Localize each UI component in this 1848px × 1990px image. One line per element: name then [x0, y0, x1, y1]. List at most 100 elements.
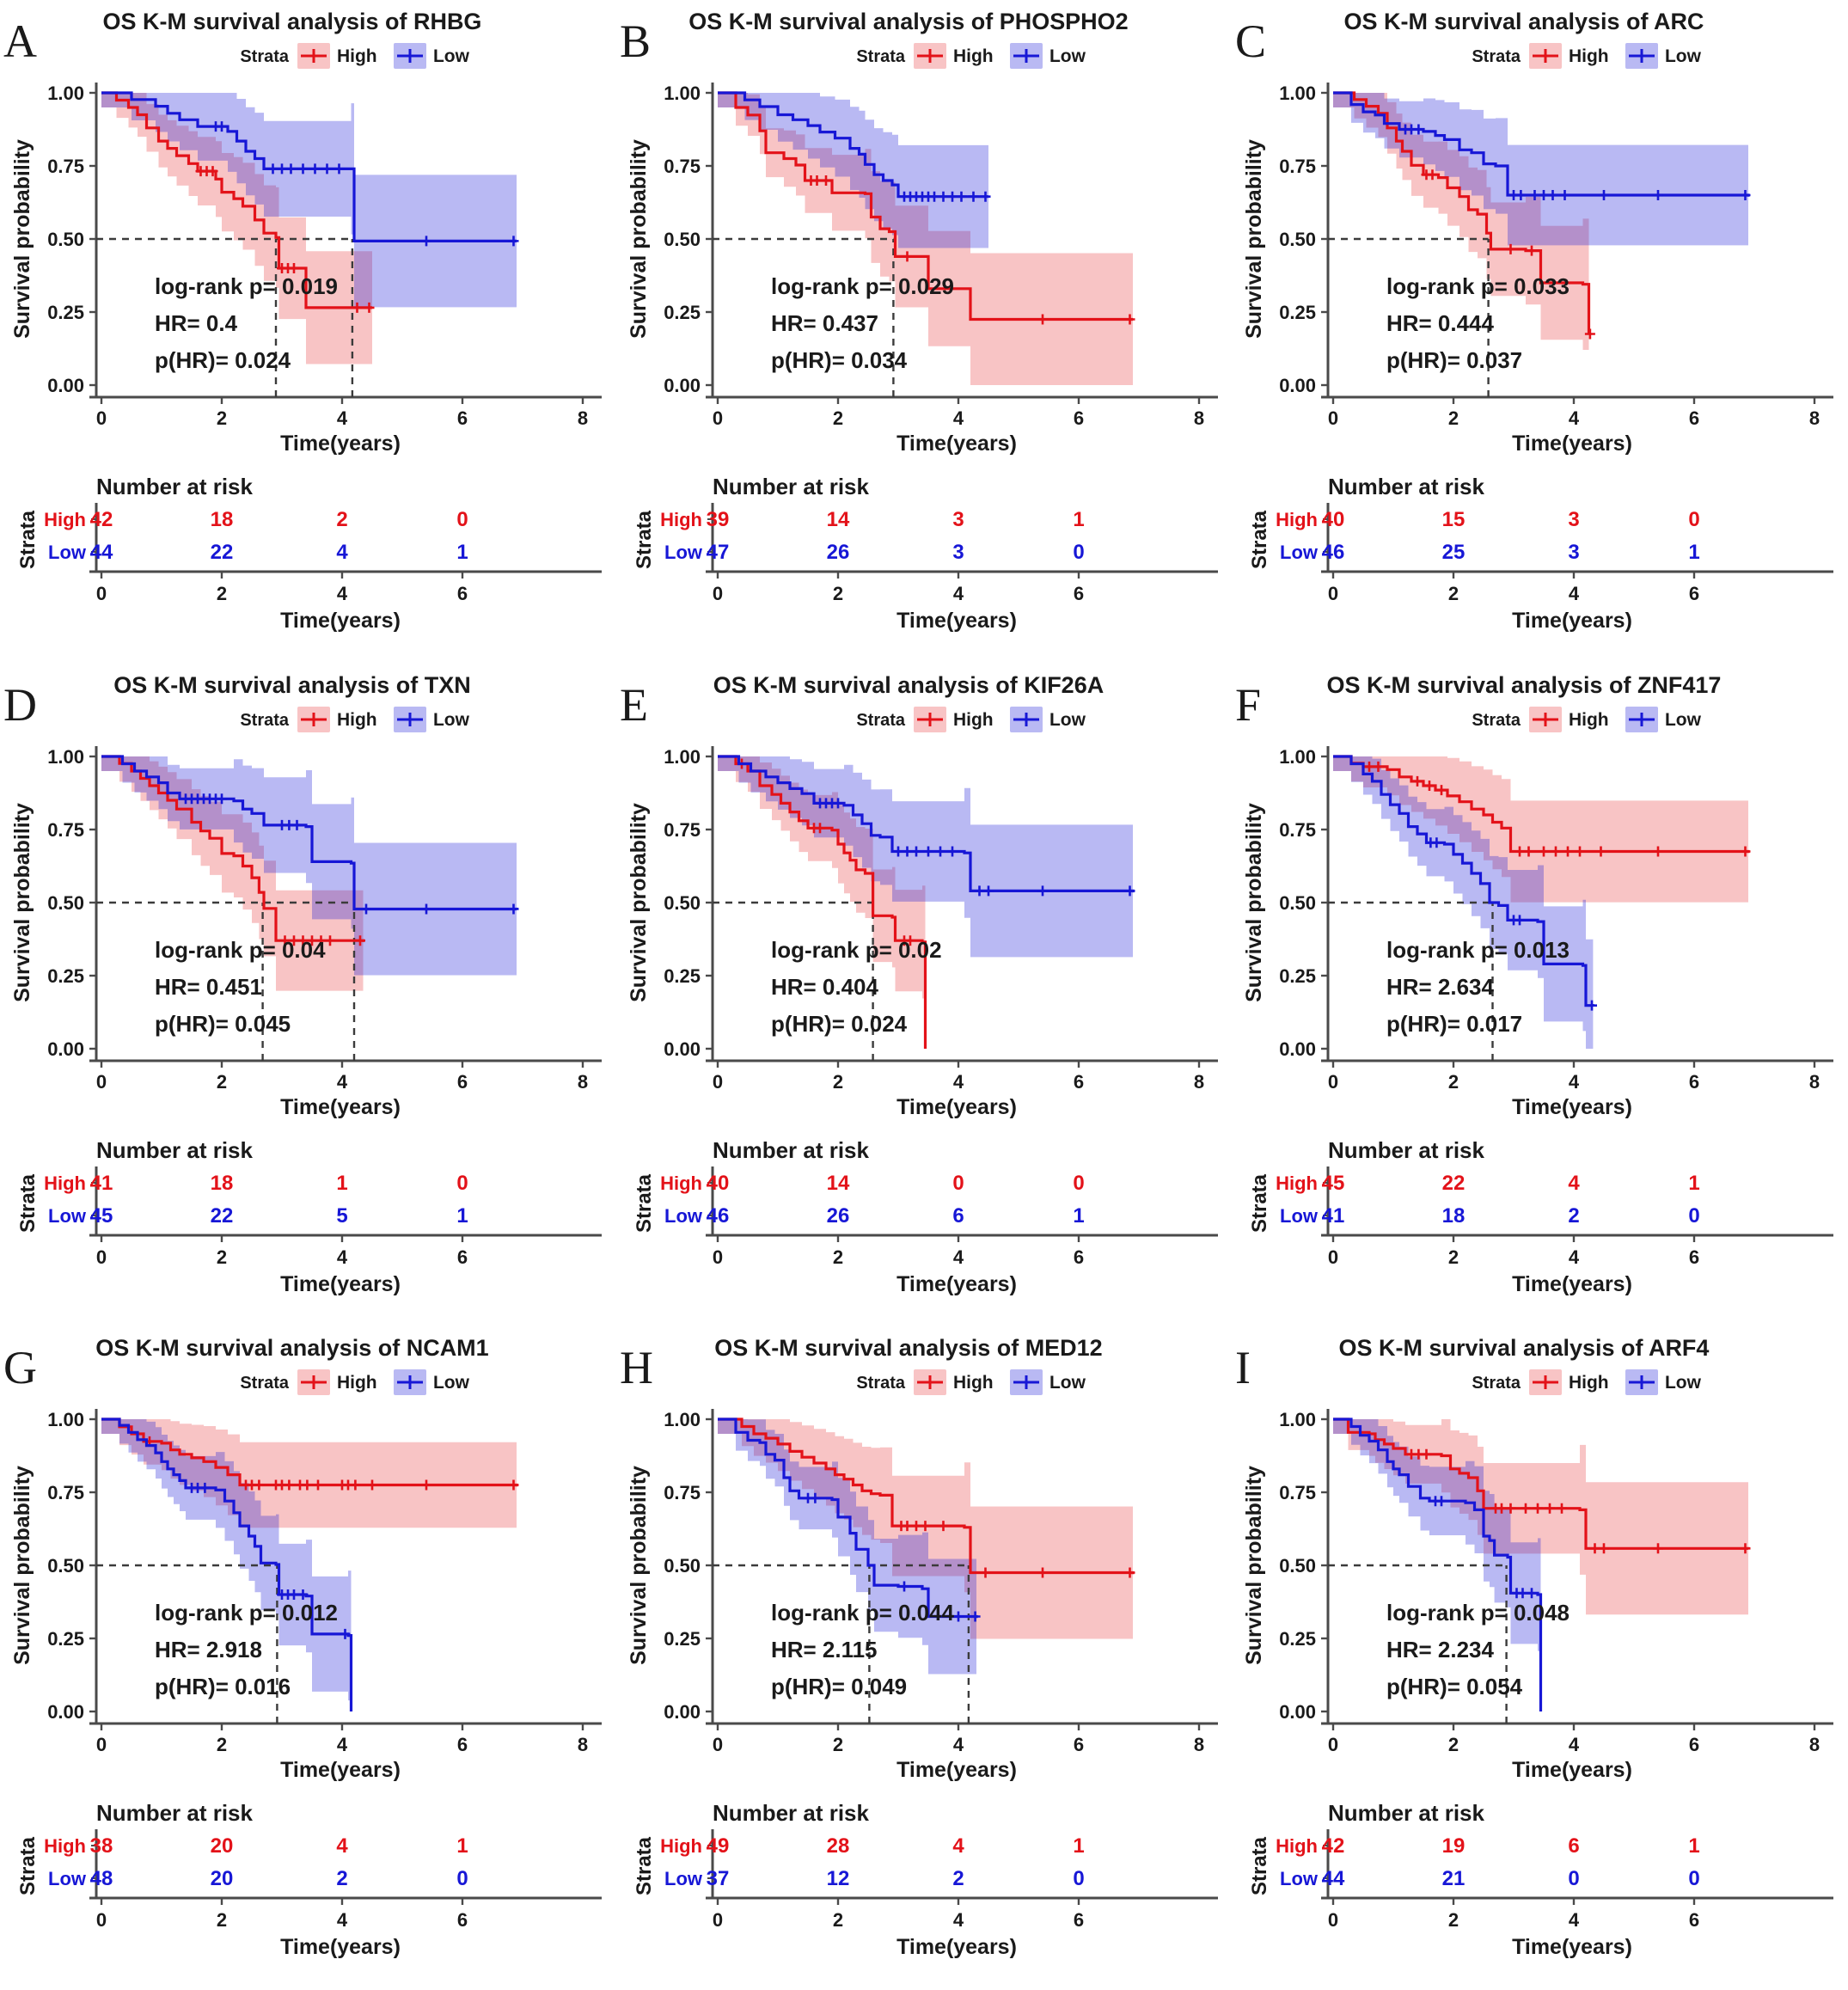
censor-marks-low	[1430, 1496, 1538, 1599]
x-tick-label: 0	[1328, 1734, 1338, 1755]
y-axis-label: Survival probability	[10, 1466, 34, 1665]
y-tick-label: 0.25	[664, 302, 701, 323]
y-axis-label: Survival probability	[10, 139, 34, 339]
risk-count-low-t0: 47	[706, 541, 729, 564]
median-reference-lines	[712, 1564, 970, 1724]
stats-line-0: log-rank p= 0.04	[155, 937, 326, 963]
risk-count-high-t0: 42	[90, 508, 113, 531]
stats-line-2: p(HR)= 0.054	[1386, 1674, 1523, 1699]
ci-band-low	[717, 1419, 976, 1686]
y-tick-label: 0.50	[1280, 892, 1317, 914]
y-axis-label: Survival probability	[1242, 139, 1266, 339]
risk-x-tick-label: 6	[1074, 1246, 1084, 1268]
legend-censor-low-icon	[1629, 48, 1655, 63]
median-reference-lines	[712, 901, 874, 1061]
x-axis-label: Time(years)	[896, 1095, 1017, 1119]
y-tick-label: 1.00	[664, 83, 701, 104]
ci-band-high	[717, 1419, 1133, 1662]
x-tick-label: 2	[217, 407, 227, 429]
censor-marks-high	[279, 934, 365, 946]
censor-marks-low	[210, 121, 519, 247]
median-reference-lines	[712, 237, 895, 397]
panel-title: OS K-M survival analysis of ARC	[1344, 9, 1704, 34]
risk-count-high-t2: 28	[826, 1834, 849, 1858]
stats-line-1: HR= 2.115	[771, 1637, 878, 1662]
km-curve-high	[1333, 755, 1750, 853]
x-tick-label: 4	[953, 1071, 964, 1093]
risk-count-low-t6: 1	[1689, 541, 1700, 564]
y-tick-label: 1.00	[664, 1409, 701, 1430]
km-panel-ARF4: I OS K-M survival analysis of ARF4 Strata H…	[1232, 1326, 1848, 1990]
stats-line-1: HR= 0.404	[771, 974, 878, 1000]
risk-count-low-t2: 18	[1442, 1204, 1466, 1228]
risk-count-high-t4: 4	[952, 1834, 964, 1858]
stats-line-0: log-rank p= 0.048	[1386, 1600, 1570, 1626]
y-tick-label: 0.00	[1280, 1701, 1317, 1723]
risk-table-axes	[89, 1829, 602, 1900]
risk-x-tick-label: 0	[1328, 583, 1338, 604]
risk-x-tick-label: 2	[1448, 1246, 1459, 1268]
y-axis-label: Survival probability	[627, 1466, 651, 1665]
risk-table-axes	[705, 1829, 1218, 1900]
panel-letter: H	[620, 1342, 653, 1393]
risk-row-label-high: High	[44, 1835, 86, 1857]
legend-strata-label: Strata	[856, 47, 906, 66]
x-axis-label: Time(years)	[1512, 1095, 1632, 1119]
risk-strata-axis-label: Strata	[633, 1837, 656, 1896]
ci-band-high	[1333, 756, 1749, 940]
km-curve-low	[717, 1417, 978, 1619]
stats-line-2: p(HR)= 0.016	[155, 1674, 291, 1699]
risk-count-low-t2: 22	[211, 1204, 234, 1228]
y-axis-label: Survival probability	[1242, 1466, 1266, 1665]
legend-censor-high-icon	[916, 1375, 943, 1390]
risk-row-label-low: Low	[1280, 1205, 1319, 1227]
risk-x-tick-label: 4	[337, 583, 348, 604]
legend-censor-low-icon	[1013, 712, 1039, 726]
censor-marks-high	[1364, 761, 1751, 857]
legend-label-low: Low	[1665, 1373, 1702, 1393]
stats-line-0: log-rank p= 0.02	[771, 937, 942, 963]
x-tick-label: 2	[217, 1734, 227, 1755]
risk-x-tick-label: 0	[713, 1909, 723, 1931]
risk-count-high-t4: 6	[1569, 1834, 1580, 1858]
risk-x-tick-label: 6	[1689, 583, 1699, 604]
risk-row-label-high: High	[660, 1173, 702, 1194]
y-tick-label: 0.50	[1280, 229, 1317, 250]
x-tick-label: 8	[1809, 407, 1820, 429]
risk-table-title: Number at risk	[96, 474, 254, 499]
risk-count-low-t6: 0	[1689, 1867, 1700, 1890]
censor-marks-high	[1406, 1449, 1751, 1554]
censor-marks-high	[195, 166, 375, 313]
legend-label-low: Low	[1665, 46, 1702, 66]
km-panel-KIF26A: E OS K-M survival analysis of KIF26A Strat…	[615, 663, 1233, 1327]
risk-x-tick-label: 4	[1569, 1909, 1580, 1931]
risk-count-low-t2: 21	[1442, 1867, 1466, 1890]
risk-count-low-t4: 2	[336, 1867, 347, 1890]
y-tick-label: 0.50	[664, 892, 701, 914]
legend-censor-high-icon	[1533, 712, 1559, 726]
legend-censor-high-icon	[300, 712, 327, 726]
panel-letter: E	[620, 679, 648, 731]
risk-table-title: Number at risk	[1328, 1137, 1485, 1163]
risk-count-low-t4: 6	[952, 1204, 964, 1228]
ci-band-high	[101, 756, 364, 1010]
stats-line-2: p(HR)= 0.017	[1386, 1011, 1522, 1037]
risk-table-title: Number at risk	[713, 1800, 870, 1826]
x-tick-label: 0	[96, 407, 107, 429]
stats-line-1: HR= 0.444	[1386, 310, 1494, 336]
y-axis-label: Survival probability	[10, 803, 34, 1002]
risk-strata-axis-label: Strata	[16, 1173, 40, 1233]
x-tick-label: 6	[457, 1071, 468, 1093]
risk-count-low-t0: 48	[90, 1867, 113, 1890]
risk-x-axis-label: Time(years)	[896, 609, 1017, 633]
panel-title: OS K-M survival analysis of RHBG	[103, 9, 482, 34]
x-tick-label: 8	[1194, 1071, 1204, 1093]
risk-table-title: Number at risk	[96, 1800, 254, 1826]
risk-x-tick-label: 0	[96, 1246, 107, 1268]
ci-band-low	[101, 1419, 352, 1712]
x-axis-label: Time(years)	[280, 1095, 401, 1119]
risk-x-tick-label: 6	[1689, 1246, 1699, 1268]
y-tick-label: 0.50	[47, 1555, 84, 1577]
y-axis-label: Survival probability	[1242, 803, 1266, 1002]
stats-line-0: log-rank p= 0.029	[771, 273, 954, 299]
